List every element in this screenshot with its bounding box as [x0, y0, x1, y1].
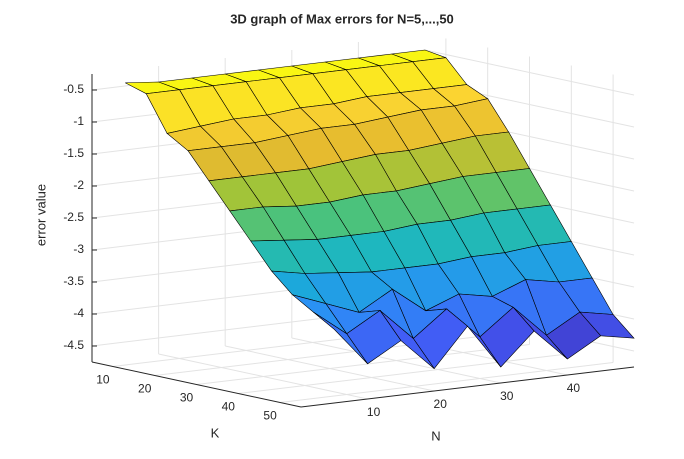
z-axis-label: error value [33, 184, 48, 246]
grid-line [225, 345, 435, 392]
grid-line [280, 362, 614, 403]
surface-patch [313, 311, 368, 365]
z-tick-label: -2 [73, 178, 84, 192]
x-tick-label: 10 [96, 373, 110, 387]
x-tick-label: 40 [222, 400, 236, 414]
z-tick-label: -3 [73, 242, 84, 256]
grid-line [238, 353, 572, 394]
y-tick-label: 20 [434, 397, 448, 411]
x-axis-label: K [211, 425, 220, 440]
y-axis-label: N [431, 428, 440, 443]
z-tick-label: -0.5 [63, 82, 84, 96]
z-tick-label: -1 [73, 114, 84, 128]
grid-line [196, 344, 530, 385]
grid-line [158, 353, 368, 400]
grid-line [291, 337, 501, 384]
z-tick-label: -3.5 [63, 274, 84, 288]
y-tick-label: 40 [567, 381, 581, 395]
z-tick-label: -4.5 [63, 338, 84, 352]
z-tick-label: -2.5 [63, 210, 84, 224]
axis-line [91, 361, 302, 408]
y-tick-label: 30 [500, 389, 514, 403]
axis-line [300, 366, 635, 408]
z-tick-label: -1.5 [63, 146, 84, 160]
x-tick-label: 20 [138, 382, 152, 396]
chart-title: 3D graph of Max errors for N=5,...,50 [230, 11, 454, 26]
x-tick-label: 50 [263, 409, 277, 423]
y-tick-label: 10 [367, 405, 381, 419]
x-tick-label: 30 [180, 391, 194, 405]
z-tick-label: -4 [73, 306, 84, 320]
